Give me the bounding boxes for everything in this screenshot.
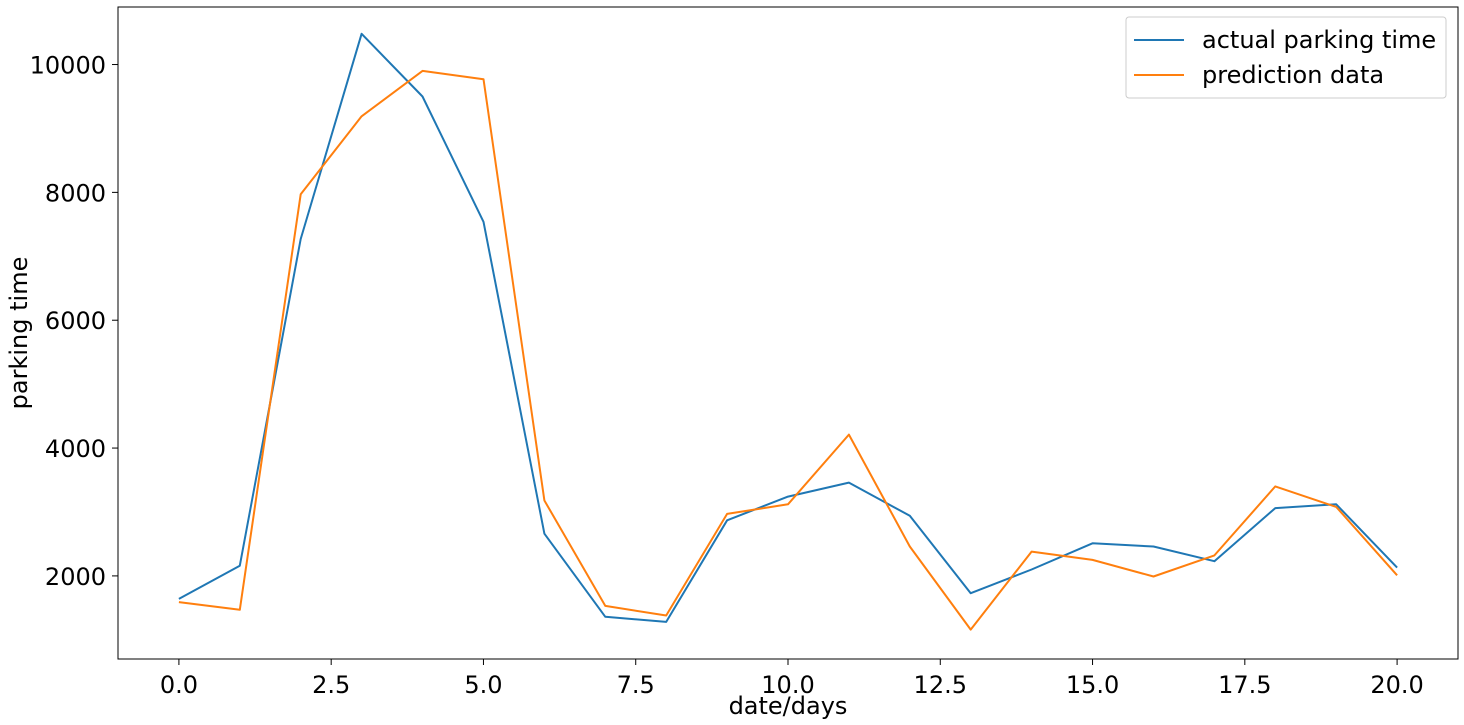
x-axis-label: date/days [729, 692, 848, 720]
x-axis: 0.0 2.5 5.0 7.5 10.0 12.5 15.0 17.5 20.0 [160, 659, 1424, 699]
x-tick-label: 17.5 [1218, 671, 1271, 699]
series-line-1 [178, 69, 1398, 631]
x-tick-label: 7.5 [617, 671, 655, 699]
series-line-0 [178, 32, 1398, 623]
y-axis-label: parking time [5, 257, 33, 410]
x-tick-label: 10.0 [761, 671, 814, 699]
y-tick-label: 8000 [45, 179, 106, 207]
legend: actual parking time prediction data [1125, 16, 1447, 99]
x-tick-label: 20.0 [1370, 671, 1423, 699]
x-tick-label: 15.0 [1066, 671, 1119, 699]
legend-label-prediction: prediction data [1202, 61, 1384, 89]
plot-frame [117, 6, 1459, 660]
x-tick-label: 5.0 [464, 671, 502, 699]
x-tick-label: 2.5 [312, 671, 350, 699]
legend-label-actual: actual parking time [1202, 26, 1436, 54]
legend-box [1125, 16, 1447, 99]
y-tick-label: 6000 [45, 307, 106, 335]
y-tick-label: 2000 [45, 563, 106, 591]
x-tick-label: 0.0 [160, 671, 198, 699]
series-lines [178, 32, 1398, 631]
y-tick-label: 4000 [45, 435, 106, 463]
x-tick-label: 12.5 [914, 671, 967, 699]
y-axis: 2000 4000 6000 8000 10000 [30, 52, 118, 591]
y-tick-label: 10000 [30, 52, 106, 80]
